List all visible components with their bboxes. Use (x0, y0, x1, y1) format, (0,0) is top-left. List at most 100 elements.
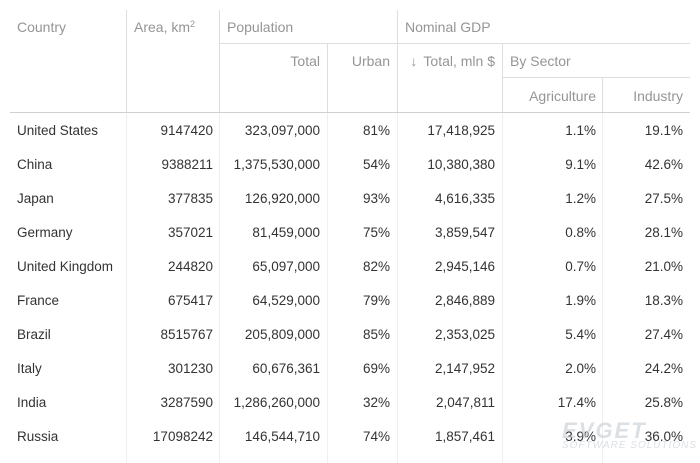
header-population-total[interactable]: Total (220, 52, 320, 70)
cell-industry[interactable]: 18.3% (644, 293, 683, 308)
cell-area[interactable]: 377835 (167, 191, 213, 206)
cell-industry[interactable]: 25.8% (644, 395, 683, 410)
cell-urban[interactable]: 69% (362, 361, 390, 376)
table-row[interactable]: Italy 301230 60,676,361 69% 2,147,952 2.0% 24.… (10, 361, 690, 395)
cell-population[interactable]: 81,459,000 (252, 225, 320, 240)
cell-country[interactable]: Brazil (17, 327, 51, 342)
cell-urban[interactable]: 75% (362, 225, 390, 240)
cell-country[interactable]: Germany (17, 225, 73, 240)
header-industry[interactable]: Industry (603, 87, 683, 105)
cell-area[interactable]: 357021 (167, 225, 213, 240)
cell-gdp[interactable]: 2,846,889 (434, 293, 495, 308)
cell-area[interactable]: 9388211 (161, 157, 213, 172)
cell-urban[interactable]: 93% (362, 191, 390, 206)
header-country[interactable]: Country (17, 18, 66, 36)
cell-country[interactable]: Russia (17, 429, 59, 444)
cell-urban[interactable]: 81% (362, 123, 390, 138)
header-industry-label: Industry (633, 88, 683, 104)
table-row[interactable]: United States 9147420 323,097,000 81% 17,418… (10, 123, 690, 157)
cell-country[interactable]: United Kingdom (17, 259, 114, 274)
cell-gdp[interactable]: 3,859,547 (434, 225, 495, 240)
cell-agriculture[interactable]: 9.1% (565, 157, 596, 172)
cell-agriculture[interactable]: 2.0% (565, 361, 596, 376)
header-by-sector: By Sector (510, 52, 571, 70)
header-gdp-total[interactable]: ↓ Total, mln $ (398, 52, 495, 70)
cell-area[interactable]: 301230 (167, 361, 213, 376)
cell-country[interactable]: China (17, 157, 53, 172)
header-population: Population (227, 18, 293, 36)
cell-agriculture[interactable]: 0.7% (565, 259, 596, 274)
cell-agriculture[interactable]: 1.2% (565, 191, 596, 206)
cell-agriculture[interactable]: 0.8% (565, 225, 596, 240)
cell-agriculture[interactable]: 5.4% (565, 327, 596, 342)
header-urban[interactable]: Urban (328, 52, 390, 70)
cell-population[interactable]: 323,097,000 (244, 123, 320, 138)
cell-agriculture[interactable]: 1.9% (565, 293, 596, 308)
cell-gdp[interactable]: 2,147,952 (434, 361, 495, 376)
cell-gdp[interactable]: 10,380,380 (427, 157, 495, 172)
table-row[interactable]: India 3287590 1,286,260,000 32% 2,047,811 17.… (10, 395, 690, 429)
cell-gdp[interactable]: 2,945,146 (434, 259, 495, 274)
data-grid: Country Area, km2 Population Nominal GDP… (10, 10, 690, 463)
cell-country[interactable]: Japan (17, 191, 54, 206)
cell-population[interactable]: 1,286,260,000 (233, 395, 320, 410)
watermark-logo: EVGET (562, 418, 647, 443)
table-row[interactable]: United Kingdom 244820 65,097,000 82% 2,945,1… (10, 259, 690, 293)
cell-industry[interactable]: 19.1% (644, 123, 683, 138)
cell-urban[interactable]: 82% (362, 259, 390, 274)
cell-population[interactable]: 60,676,361 (252, 361, 320, 376)
table-row[interactable]: France 675417 64,529,000 79% 2,846,889 1.9% 18… (10, 293, 690, 327)
cell-country[interactable]: France (17, 293, 60, 308)
cell-area[interactable]: 244820 (167, 259, 213, 274)
cell-area[interactable]: 8515767 (160, 327, 213, 342)
cell-industry[interactable]: 24.2% (644, 361, 683, 376)
cell-urban[interactable]: 85% (362, 327, 390, 342)
cell-gdp[interactable]: 1,857,461 (434, 429, 495, 444)
cell-agriculture[interactable]: 17.4% (557, 395, 596, 410)
table-row[interactable]: Germany 357021 81,459,000 75% 3,859,547 0.8% 2… (10, 225, 690, 259)
cell-industry[interactable]: 28.1% (644, 225, 683, 240)
watermark-subtitle: SOFTWARE SOLUTIONS (562, 440, 698, 451)
cell-population[interactable]: 1,375,530,000 (233, 157, 320, 172)
cell-gdp[interactable]: 2,353,025 (434, 327, 495, 342)
header-area-label: Area, km (134, 19, 191, 35)
cell-urban[interactable]: 79% (362, 293, 390, 308)
cell-urban[interactable]: 32% (362, 395, 390, 410)
cell-area[interactable]: 17098242 (152, 429, 213, 444)
cell-gdp[interactable]: 17,418,925 (427, 123, 495, 138)
cell-gdp[interactable]: 4,616,335 (434, 191, 495, 206)
table-row[interactable]: Brazil 8515767 205,809,000 85% 2,353,025 5.4%… (10, 327, 690, 361)
header-area[interactable]: Area, km2 (134, 18, 195, 36)
cell-industry[interactable]: 27.5% (644, 191, 683, 206)
cell-country[interactable]: India (17, 395, 47, 410)
cell-industry[interactable]: 42.6% (644, 157, 683, 172)
cell-gdp[interactable]: 2,047,811 (435, 395, 495, 410)
cell-country[interactable]: Italy (17, 361, 42, 376)
cell-population[interactable]: 205,809,000 (244, 327, 320, 342)
cell-industry[interactable]: 21.0% (644, 259, 683, 274)
cell-country[interactable]: United States (17, 123, 99, 138)
header-agriculture[interactable]: Agriculture (503, 87, 596, 105)
table-row[interactable]: Japan 377835 126,920,000 93% 4,616,335 1.2% 27… (10, 191, 690, 225)
header-agriculture-label: Agriculture (529, 88, 596, 104)
cell-urban[interactable]: 54% (362, 157, 390, 172)
sort-descending-icon: ↓ (410, 53, 418, 69)
cell-agriculture[interactable]: 3.9% (565, 429, 596, 444)
cell-industry[interactable]: 27.4% (644, 327, 683, 342)
header-by-sector-label: By Sector (510, 53, 571, 69)
table-row[interactable]: China 9388211 1,375,530,000 54% 10,380,380 9.… (10, 157, 690, 191)
cell-urban[interactable]: 74% (362, 429, 390, 444)
cell-area[interactable]: 9147420 (160, 123, 213, 138)
cell-area[interactable]: 675417 (167, 293, 213, 308)
header-country-label: Country (17, 19, 67, 35)
cell-agriculture[interactable]: 1.1% (565, 123, 596, 138)
cell-population[interactable]: 126,920,000 (244, 191, 320, 206)
cell-industry[interactable]: 36.0% (644, 429, 683, 444)
cell-population[interactable]: 65,097,000 (252, 259, 320, 274)
table-row[interactable]: Russia 17098242 146,544,710 74% 1,857,461 3.9… (10, 429, 690, 463)
cell-area[interactable]: 3287590 (160, 395, 213, 410)
cell-population[interactable]: 146,544,710 (244, 429, 320, 444)
cell-population[interactable]: 64,529,000 (252, 293, 320, 308)
header-gdp-total-label: Total, mln $ (423, 53, 495, 69)
header-urban-label: Urban (351, 53, 390, 69)
